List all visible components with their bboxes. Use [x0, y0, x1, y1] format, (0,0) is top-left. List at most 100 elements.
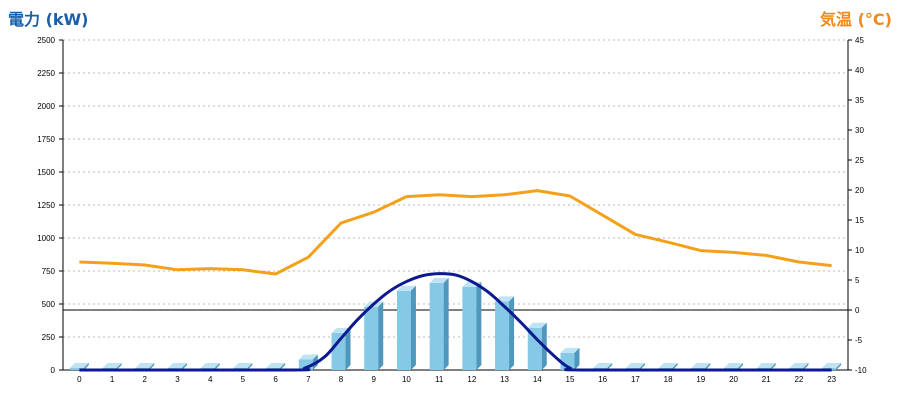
power-bar-side	[476, 281, 482, 370]
x-tick-label: 22	[794, 375, 803, 384]
power-bar-front	[527, 327, 542, 370]
temperature-line	[79, 189, 832, 276]
right-tick-label: 0	[855, 306, 860, 315]
power-bar-top	[789, 363, 809, 369]
power-bar-side	[214, 363, 220, 370]
power-bar-top	[593, 363, 613, 369]
x-tick-label: 2	[143, 375, 148, 384]
x-tick-label: 8	[339, 375, 344, 384]
x-tick-label: 3	[175, 375, 180, 384]
left-tick-label: 500	[42, 300, 56, 309]
power-bar-side	[705, 363, 711, 370]
power-bar-top	[69, 363, 89, 369]
left-tick-label: 1000	[37, 234, 55, 243]
left-tick-label: 2000	[37, 102, 55, 111]
power-bar	[396, 285, 416, 370]
power-bar-top	[102, 363, 122, 369]
power-bar	[462, 281, 482, 370]
power-bar-side	[803, 363, 809, 370]
power-bar-side	[639, 363, 645, 370]
power-bar-side	[116, 363, 122, 370]
x-tick-label: 0	[77, 375, 82, 384]
x-tick-label: 5	[241, 375, 246, 384]
power-bar-side	[574, 347, 580, 370]
power-bar-top	[691, 363, 711, 369]
x-tick-label: 13	[500, 375, 509, 384]
power-bar-front	[69, 368, 84, 370]
left-tick-label: 2500	[37, 36, 55, 45]
power-bar-top	[756, 363, 776, 369]
power-bar-side	[607, 363, 613, 370]
right-tick-label: 30	[855, 126, 864, 135]
power-bar-front	[298, 359, 313, 370]
power-bar-front	[429, 282, 444, 370]
power-bar-side	[247, 363, 253, 370]
power-bar-top	[167, 363, 187, 369]
power-curve-line	[79, 272, 832, 372]
x-tick-label: 14	[533, 375, 542, 384]
power-bar-side	[83, 363, 89, 370]
power-bar	[429, 277, 449, 370]
right-tick-label: 45	[855, 36, 864, 45]
power-bar-front	[331, 333, 346, 370]
power-bar-top	[724, 363, 744, 369]
power-bar-side	[149, 363, 155, 370]
power-bar-side	[770, 363, 776, 370]
right-tick-label: 35	[855, 96, 864, 105]
right-tick-label: -10	[855, 366, 867, 375]
x-tick-label: 12	[467, 375, 476, 384]
right-tick-label: -5	[855, 336, 863, 345]
x-tick-label: 21	[762, 375, 771, 384]
power-bar-side	[410, 285, 416, 370]
power-bar-front	[396, 290, 411, 370]
power-bar	[69, 363, 89, 370]
power-bar	[527, 322, 547, 370]
power-bar-side	[280, 363, 286, 370]
power-bar-side	[672, 363, 678, 370]
power-bar-top	[200, 363, 220, 369]
right-tick-label: 40	[855, 66, 864, 75]
left-tick-label: 250	[42, 333, 56, 342]
x-tick-label: 4	[208, 375, 213, 384]
right-tick-label: 25	[855, 156, 864, 165]
power-bar-front	[495, 301, 510, 370]
x-tick-label: 16	[598, 375, 607, 384]
power-bar	[364, 301, 384, 370]
power-bar-top	[560, 347, 580, 353]
power-bar-top	[298, 354, 318, 360]
x-tick-label: 17	[631, 375, 640, 384]
power-bar	[495, 296, 515, 370]
power-bar-side	[443, 277, 449, 370]
right-axis-title: 気温 (°C)	[820, 10, 892, 29]
power-bar-top	[233, 363, 253, 369]
power-bar	[331, 328, 351, 370]
x-tick-label: 1	[110, 375, 115, 384]
power-bar-side	[509, 296, 515, 370]
power-bar-side	[836, 363, 842, 370]
power-bar-side	[345, 328, 351, 370]
right-tick-label: 5	[855, 276, 860, 285]
x-tick-label: 9	[372, 375, 377, 384]
x-tick-label: 20	[729, 375, 738, 384]
left-axis-title: 電力 (kW)	[8, 10, 89, 29]
power-bar-top	[396, 285, 416, 291]
power-bar-top	[822, 363, 842, 369]
power-bar-side	[378, 301, 384, 370]
left-tick-label: 1500	[37, 168, 55, 177]
power-bar-side	[181, 363, 187, 370]
left-tick-label: 1250	[37, 201, 55, 210]
power-bar-top	[625, 363, 645, 369]
x-tick-label: 6	[273, 375, 278, 384]
left-tick-label: 2250	[37, 69, 55, 78]
x-tick-label: 19	[696, 375, 705, 384]
left-tick-label: 0	[51, 366, 56, 375]
power-bar-top	[658, 363, 678, 369]
x-tick-label: 23	[827, 375, 836, 384]
power-bar-front	[462, 286, 477, 370]
power-bar-top	[527, 322, 547, 328]
x-tick-label: 10	[402, 375, 411, 384]
power-bar-top	[429, 277, 449, 283]
x-tick-label: 15	[566, 375, 575, 384]
right-tick-label: 10	[855, 246, 864, 255]
